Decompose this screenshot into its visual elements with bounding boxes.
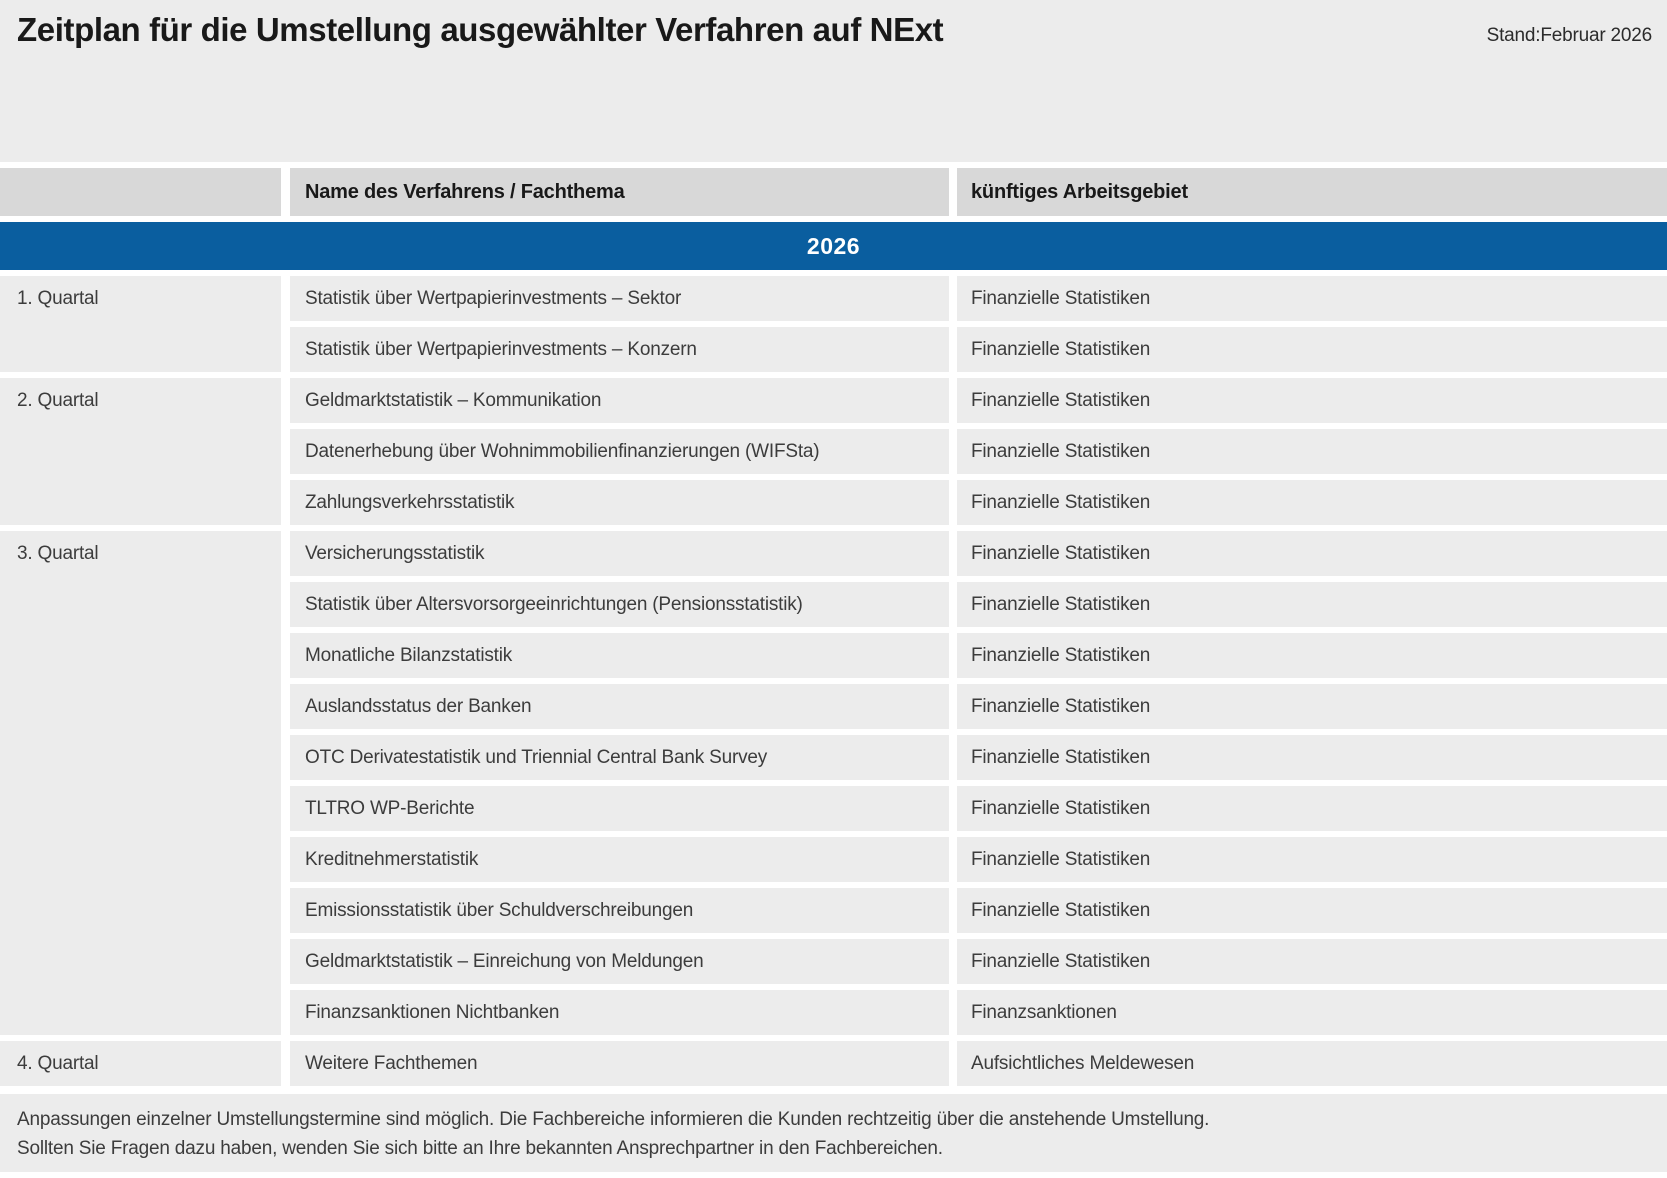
group-rows: Versicherungsstatistik Finanzielle Stati… [290, 531, 1667, 1035]
table-row: Geldmarktstatistik – Einreichung von Mel… [290, 939, 1667, 984]
table-row: TLTRO WP-Berichte Finanzielle Statistike… [290, 786, 1667, 831]
year-banner: 2026 [0, 222, 1667, 270]
table-row: Weitere Fachthemen Aufsichtliches Meldew… [290, 1041, 1667, 1086]
area-cell: Finanzielle Statistiken [957, 888, 1667, 933]
procedure-cell: Versicherungsstatistik [290, 531, 949, 576]
procedure-cell: Finanzsanktionen Nichtbanken [290, 990, 949, 1035]
area-cell: Finanzielle Statistiken [957, 378, 1667, 423]
quarter-group-q1: 1. Quartal Statistik über Wertpapierinve… [0, 276, 1667, 372]
procedure-cell: Statistik über Wertpapierinvestments – K… [290, 327, 949, 372]
table-row: Kreditnehmerstatistik Finanzielle Statis… [290, 837, 1667, 882]
title-band: Zeitplan für die Umstellung ausgewählter… [0, 0, 1667, 162]
procedure-cell: Kreditnehmerstatistik [290, 837, 949, 882]
area-cell: Finanzielle Statistiken [957, 939, 1667, 984]
table-header-quarter [0, 168, 281, 216]
footer-note-line2: Sollten Sie Fragen dazu haben, wenden Si… [17, 1138, 943, 1159]
table-header-area: künftiges Arbeitsgebiet [957, 168, 1667, 216]
procedure-cell: Geldmarktstatistik – Kommunikation [290, 378, 949, 423]
procedure-cell: Geldmarktstatistik – Einreichung von Mel… [290, 939, 949, 984]
quarter-label: 1. Quartal [0, 276, 281, 372]
table-row: Statistik über Altersvorsorgeeinrichtung… [290, 582, 1667, 627]
area-cell: Finanzielle Statistiken [957, 276, 1667, 321]
area-cell: Finanzielle Statistiken [957, 684, 1667, 729]
area-cell: Finanzielle Statistiken [957, 429, 1667, 474]
procedure-cell: Statistik über Wertpapierinvestments – S… [290, 276, 949, 321]
quarter-group-q2: 2. Quartal Geldmarktstatistik – Kommunik… [0, 378, 1667, 525]
quarter-label: 4. Quartal [0, 1041, 281, 1086]
quarter-group-q3: 3. Quartal Versicherungsstatistik Finanz… [0, 531, 1667, 1035]
area-cell: Aufsichtliches Meldewesen [957, 1041, 1667, 1086]
table-row: Zahlungsverkehrsstatistik Finanzielle St… [290, 480, 1667, 525]
group-rows: Weitere Fachthemen Aufsichtliches Meldew… [290, 1041, 1667, 1086]
table-row: Monatliche Bilanzstatistik Finanzielle S… [290, 633, 1667, 678]
area-cell: Finanzielle Statistiken [957, 582, 1667, 627]
procedure-cell: Weitere Fachthemen [290, 1041, 949, 1086]
procedure-cell: OTC Derivatestatistik und Triennial Cent… [290, 735, 949, 780]
area-cell: Finanzielle Statistiken [957, 480, 1667, 525]
area-cell: Finanzielle Statistiken [957, 531, 1667, 576]
table-header-row: Name des Verfahrens / Fachthema künftige… [0, 168, 1667, 216]
quarter-label: 3. Quartal [0, 531, 281, 1035]
area-cell: Finanzielle Statistiken [957, 633, 1667, 678]
quarter-label: 2. Quartal [0, 378, 281, 525]
table-header-procedure: Name des Verfahrens / Fachthema [290, 168, 949, 216]
table-row: OTC Derivatestatistik und Triennial Cent… [290, 735, 1667, 780]
area-cell: Finanzielle Statistiken [957, 735, 1667, 780]
footer-note: Anpassungen einzelner Umstellungstermine… [0, 1094, 1667, 1172]
page-title: Zeitplan für die Umstellung ausgewählter… [17, 11, 944, 48]
quarter-group-q4: 4. Quartal Weitere Fachthemen Aufsichtli… [0, 1041, 1667, 1086]
procedure-cell: TLTRO WP-Berichte [290, 786, 949, 831]
group-rows: Geldmarktstatistik – Kommunikation Finan… [290, 378, 1667, 525]
group-rows: Statistik über Wertpapierinvestments – S… [290, 276, 1667, 372]
procedure-cell: Statistik über Altersvorsorgeeinrichtung… [290, 582, 949, 627]
table-row: Statistik über Wertpapierinvestments – K… [290, 327, 1667, 372]
procedure-cell: Emissionsstatistik über Schuldverschreib… [290, 888, 949, 933]
table-row: Emissionsstatistik über Schuldverschreib… [290, 888, 1667, 933]
table-row: Geldmarktstatistik – Kommunikation Finan… [290, 378, 1667, 423]
area-cell: Finanzielle Statistiken [957, 327, 1667, 372]
status-date: Stand:Februar 2026 [1486, 25, 1653, 46]
table-row: Versicherungsstatistik Finanzielle Stati… [290, 531, 1667, 576]
procedure-cell: Auslandsstatus der Banken [290, 684, 949, 729]
procedure-cell: Monatliche Bilanzstatistik [290, 633, 949, 678]
table-row: Datenerhebung über Wohnimmobilienfinanzi… [290, 429, 1667, 474]
table-row: Statistik über Wertpapierinvestments – S… [290, 276, 1667, 321]
table-row: Finanzsanktionen Nichtbanken Finanzsankt… [290, 990, 1667, 1035]
footer-note-line1: Anpassungen einzelner Umstellungstermine… [17, 1109, 1210, 1130]
procedure-cell: Zahlungsverkehrsstatistik [290, 480, 949, 525]
area-cell: Finanzielle Statistiken [957, 786, 1667, 831]
table-row: Auslandsstatus der Banken Finanzielle St… [290, 684, 1667, 729]
area-cell: Finanzielle Statistiken [957, 837, 1667, 882]
procedure-cell: Datenerhebung über Wohnimmobilienfinanzi… [290, 429, 949, 474]
area-cell: Finanzsanktionen [957, 990, 1667, 1035]
